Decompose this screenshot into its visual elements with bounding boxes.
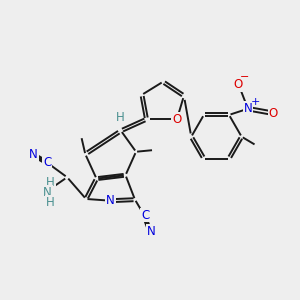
Text: N: N: [244, 102, 252, 115]
Text: N: N: [106, 194, 115, 207]
Text: N: N: [43, 186, 52, 199]
Text: N: N: [29, 148, 38, 161]
Text: O: O: [172, 113, 182, 126]
Text: +: +: [251, 97, 260, 107]
Text: O: O: [234, 78, 243, 91]
Text: −: −: [240, 72, 249, 82]
Text: H: H: [46, 196, 55, 209]
Text: N: N: [147, 225, 156, 238]
Text: C: C: [141, 208, 150, 221]
Text: O: O: [269, 107, 278, 120]
Text: H: H: [116, 111, 125, 124]
Text: C: C: [43, 156, 51, 170]
Text: H: H: [46, 176, 55, 189]
